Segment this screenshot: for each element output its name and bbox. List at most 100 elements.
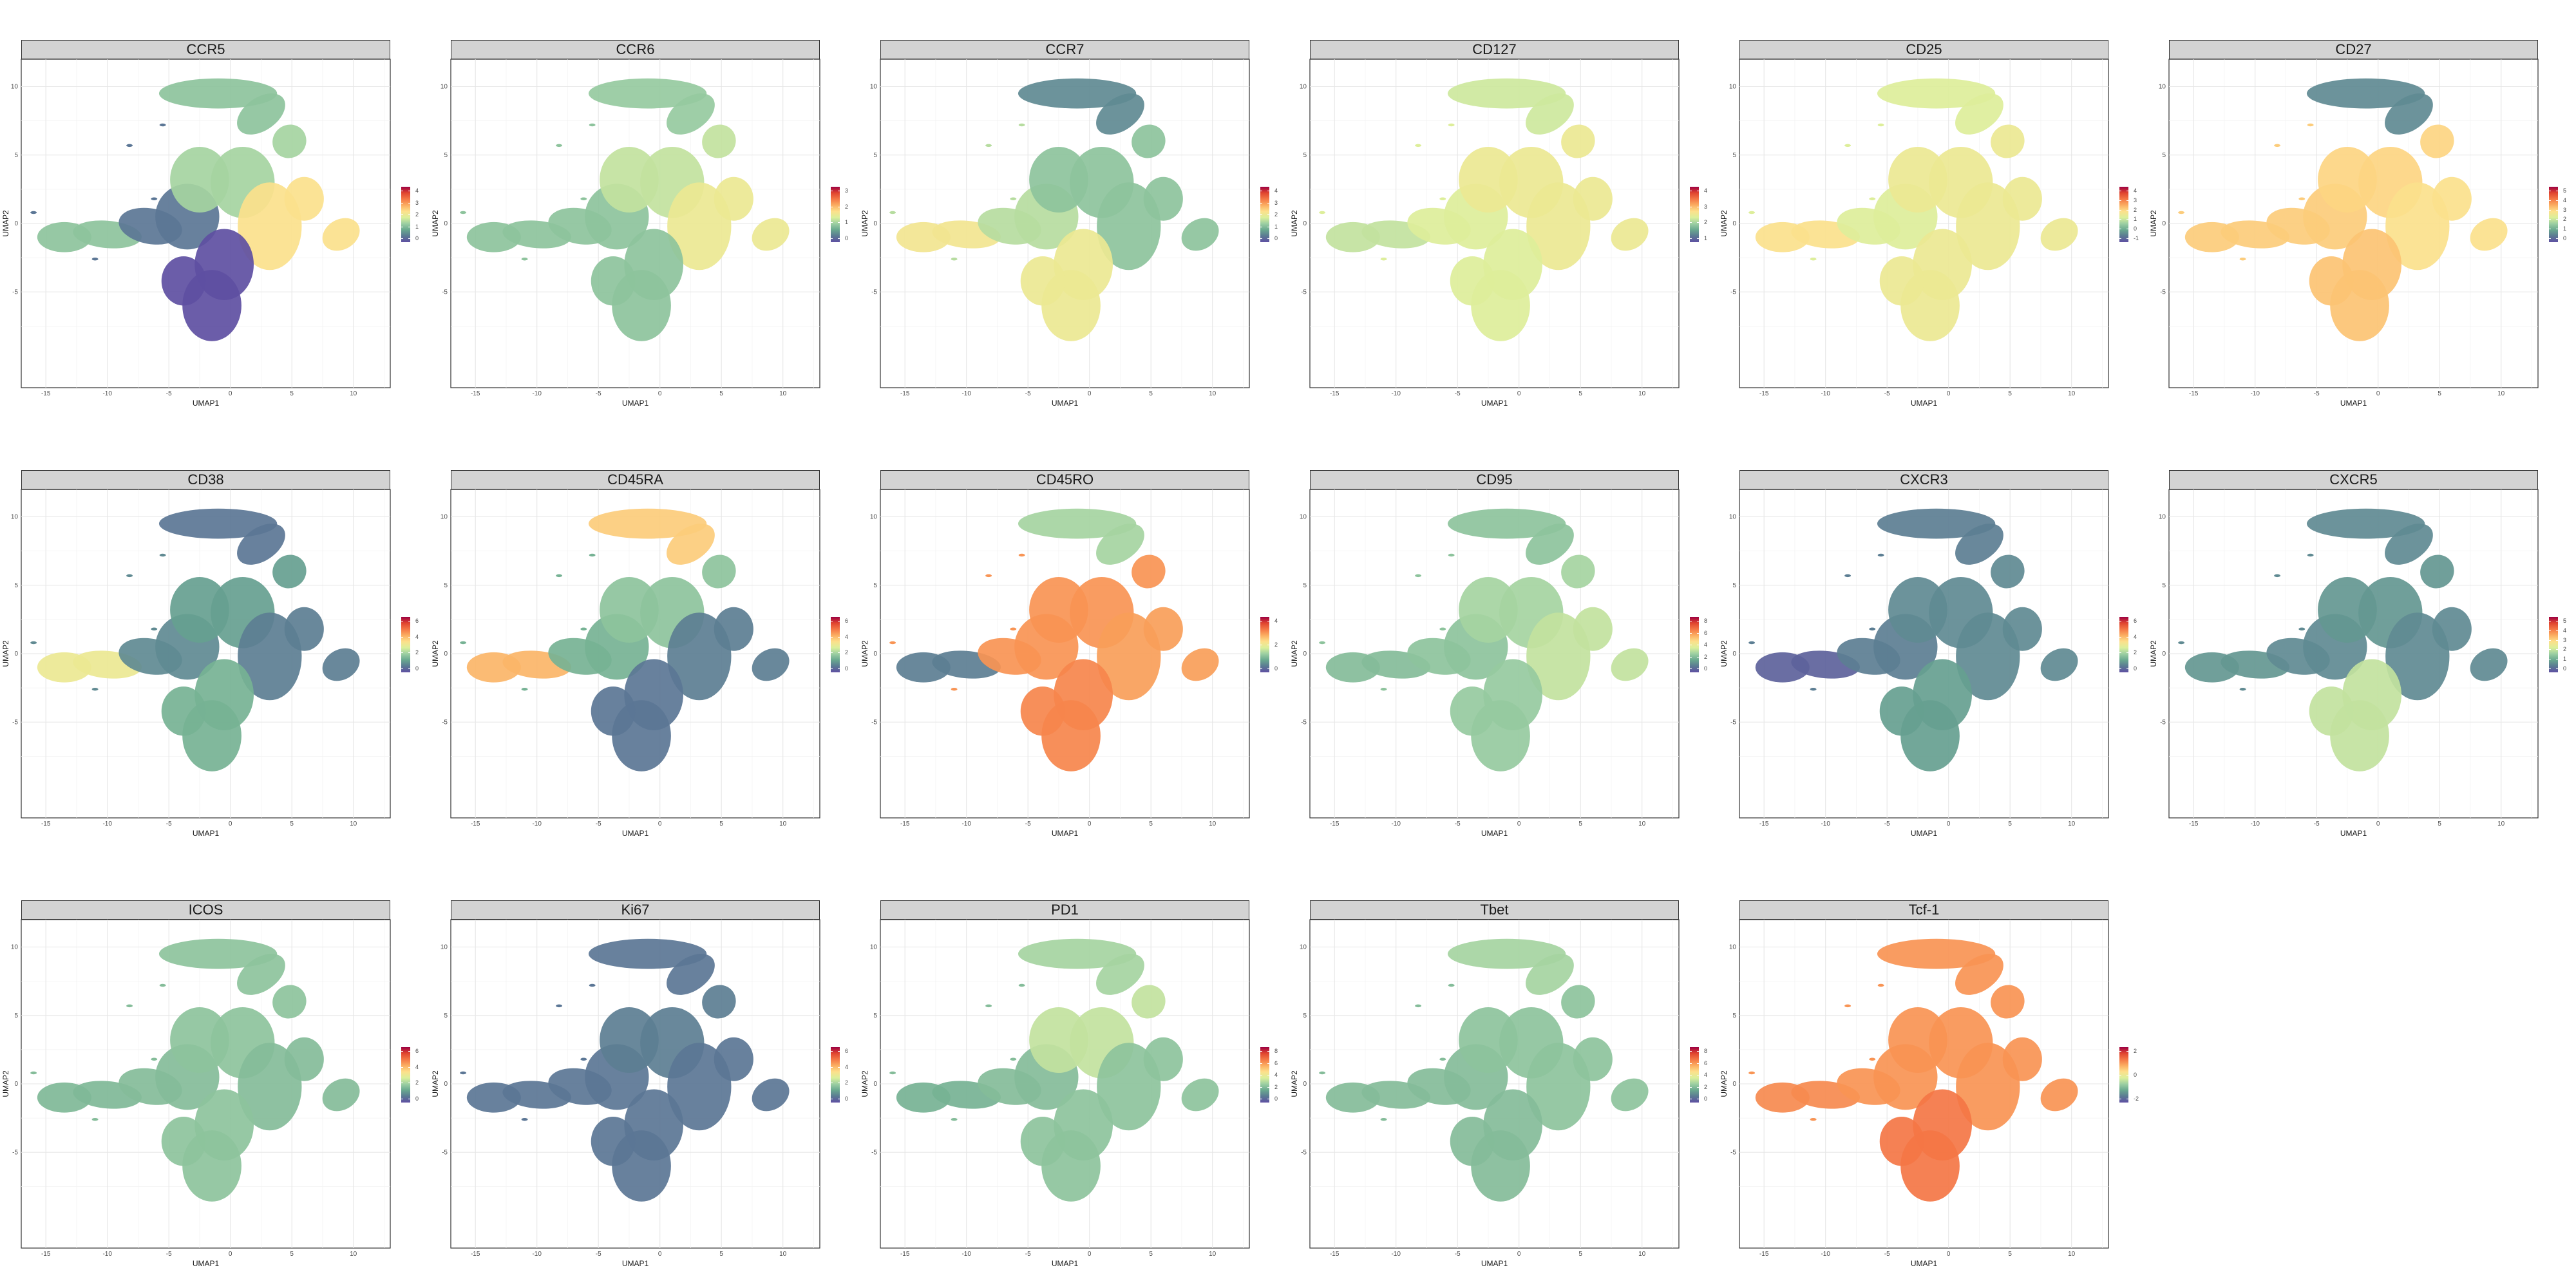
point-cloud-right <box>2040 648 2078 681</box>
legend-tick-label: 3 <box>2563 206 2567 213</box>
legend-tick-mark <box>831 668 833 669</box>
x-tick-label: 5 <box>290 820 294 828</box>
y-tick-label: -5 <box>1730 1149 1736 1156</box>
x-tick-label: 10 <box>2068 820 2076 828</box>
legend-tick-label: 2 <box>2563 646 2567 653</box>
legend-tick-label: 3 <box>1704 203 1708 210</box>
facet-tbet: Tbet -15 -10 -5 0 5 10 -5 0 5 10 UMAP1 UMAP2 0 2 4 6 8 <box>1290 900 1730 1280</box>
scatter-panel: -15 -10 -5 0 5 10 -5 0 5 10 UMAP1 UMAP2 <box>1290 59 1680 408</box>
point-cloud-top <box>1877 78 1996 109</box>
legend-tick-mark <box>2119 238 2121 239</box>
legend-tick-mark <box>1267 1086 1269 1088</box>
y-tick-label: 5 <box>1732 1012 1736 1019</box>
facet-ccr7: CCR7 -15 -10 -5 0 5 10 -5 0 5 10 UMAP1 UMAP2 0 1 2 3 4 <box>860 40 1301 420</box>
legend-tick-label: 4 <box>2134 633 2137 640</box>
legend-tick-mark <box>2126 668 2128 669</box>
point-cloud-right <box>1611 1078 1649 1112</box>
outlier-points <box>1448 983 1455 987</box>
y-tick-label: 5 <box>444 152 448 159</box>
legend-tick-mark <box>1697 632 1699 634</box>
legend-tick-label: 0 <box>2134 665 2137 672</box>
x-tick-label: -5 <box>1025 1251 1031 1258</box>
x-tick-label: -5 <box>2314 820 2320 828</box>
point-cloud-top <box>1018 508 1137 539</box>
legend-tick-label: 0 <box>1704 665 1708 672</box>
point-cloud-upper <box>1561 124 1595 158</box>
x-tick-label: -5 <box>2314 390 2320 397</box>
outlier-points <box>91 1118 99 1121</box>
y-tick-label: -5 <box>2160 289 2166 296</box>
x-tick-label: -10 <box>1821 820 1830 828</box>
legend-tick-label: 0 <box>415 665 419 672</box>
x-tick-label: -15 <box>1330 820 1340 828</box>
outlier-points <box>556 144 563 147</box>
x-axis-title: UMAP1 <box>622 1259 649 1268</box>
x-tick-label: 10 <box>2068 1251 2076 1258</box>
x-tick-label: -15 <box>471 390 480 397</box>
point-cloud-right <box>1573 1037 1613 1081</box>
x-tick-label: -5 <box>596 390 601 397</box>
outlier-points <box>1869 1057 1876 1061</box>
x-tick-label: 0 <box>1947 820 1951 828</box>
point-cloud-top <box>1096 524 1144 565</box>
point-cloud-right <box>752 648 790 681</box>
legend-tick-mark <box>838 1051 840 1052</box>
y-tick-label: 10 <box>2159 514 2166 521</box>
point-cloud-top <box>237 954 285 995</box>
outlier-points <box>159 983 166 987</box>
legend-tick-label: 2 <box>1704 1083 1708 1090</box>
point-cloud-right <box>752 1078 790 1112</box>
y-tick-label: 10 <box>440 514 448 521</box>
legend-tick-label: 0 <box>415 235 419 242</box>
outlier-points <box>30 641 37 645</box>
outlier-points <box>126 574 133 578</box>
legend-tick-label: 2 <box>1274 211 1278 218</box>
outlier-points <box>1319 1071 1326 1075</box>
x-tick-label: 5 <box>1578 820 1582 828</box>
outlier-points <box>889 1071 896 1075</box>
x-tick-label: 10 <box>350 390 357 397</box>
point-cloud-right <box>714 1037 753 1081</box>
legend-tick-label: 2 <box>2134 206 2137 213</box>
y-tick-label: 10 <box>440 944 448 951</box>
legend-tick-mark <box>2549 209 2551 211</box>
outlier-points <box>2239 258 2246 261</box>
y-tick-label: 10 <box>1729 514 1737 521</box>
point-cloud-top <box>158 78 278 109</box>
legend-tick-label: 0 <box>1274 665 1278 672</box>
legend-tick-mark <box>2556 200 2558 201</box>
x-tick-label: 0 <box>658 390 662 397</box>
point-cloud-right <box>2040 218 2078 251</box>
color-legend-bar <box>401 187 410 242</box>
legend-tick-label: 2 <box>845 649 849 656</box>
point-cloud-right <box>714 176 753 221</box>
outlier-points <box>889 211 896 214</box>
outlier-points <box>1439 197 1446 200</box>
point-cloud-bottom <box>591 1117 636 1166</box>
scatter-panel: -15 -10 -5 0 5 10 -5 0 5 10 UMAP1 UMAP2 <box>1719 919 2109 1268</box>
point-cloud-top <box>667 524 715 565</box>
facet-cd127: CD127 -15 -10 -5 0 5 10 -5 0 5 10 UMAP1 UMAP2 1 2 3 4 <box>1290 40 1730 420</box>
legend-tick-mark <box>1697 222 1699 223</box>
x-tick-label: -15 <box>41 1251 51 1258</box>
point-cloud-bottom <box>1450 256 1495 306</box>
legend-tick-mark <box>2549 639 2551 641</box>
legend-tick-mark <box>831 636 833 638</box>
legend-tick-mark <box>2549 649 2551 650</box>
outlier-points <box>1810 1118 1817 1121</box>
legend-tick-label: 1 <box>2563 656 2567 663</box>
legend-tick-label: 4 <box>1274 618 1278 624</box>
legend-tick-label: 1 <box>2563 225 2567 232</box>
x-tick-label: -10 <box>961 820 971 828</box>
facet-cd45ro: CD45RO -15 -10 -5 0 5 10 -5 0 5 10 UMAP1 UMAP2 0 2 4 <box>860 470 1301 850</box>
legend-tick-mark <box>1690 238 1692 239</box>
facet-cxcr5: CXCR5 -15 -10 -5 0 5 10 -5 0 5 10 UMAP1 UMAP2 0 1 2 3 4 5 <box>2149 470 2576 850</box>
legend-tick-mark <box>1697 238 1699 239</box>
x-tick-label: -10 <box>1821 1251 1830 1258</box>
legend-tick-label: 1 <box>2134 216 2137 223</box>
x-tick-label: 0 <box>2376 390 2380 397</box>
x-axis-title: UMAP1 <box>193 829 220 838</box>
outlier-points <box>1844 1004 1852 1008</box>
y-tick-label: 0 <box>1303 220 1307 227</box>
x-tick-label: -5 <box>166 820 172 828</box>
